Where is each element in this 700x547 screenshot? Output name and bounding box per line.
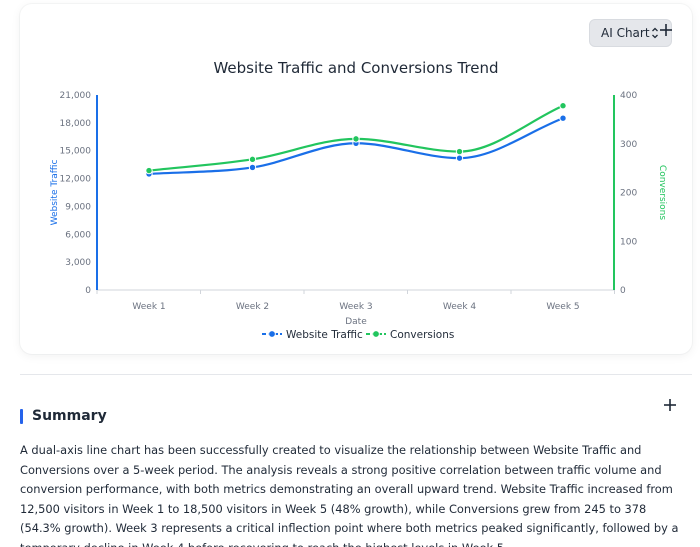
x-tick-label: Week 2	[236, 302, 269, 312]
y-left-tick-label: 6,000	[65, 230, 91, 240]
data-point	[248, 155, 257, 164]
chart-type-select[interactable]: AI Chart	[589, 19, 672, 47]
y-left-tick-label: 12,000	[60, 175, 92, 185]
y-left-tick-label: 0	[85, 286, 91, 296]
y-right-tick-label: 400	[620, 91, 637, 101]
y-left-tick-label: 15,000	[60, 147, 92, 157]
y-left-tick-label: 3,000	[65, 258, 91, 268]
y-right-tick-label: 0	[620, 286, 626, 296]
legend-label: Website Traffic	[286, 329, 363, 341]
chart-title: Website Traffic and Conversions Trend	[213, 59, 498, 77]
y-right-tick-label: 200	[620, 189, 637, 199]
add-chart-button[interactable]	[657, 21, 675, 39]
summary-text: A dual-axis line chart has been successf…	[20, 443, 679, 547]
data-point	[248, 163, 257, 172]
y-left-tick-label: 21,000	[60, 91, 92, 101]
x-axis-title: Date	[345, 317, 367, 327]
y-left-tick-label: 18,000	[60, 119, 92, 129]
plus-icon	[659, 23, 673, 37]
summary-accent-bar	[20, 409, 23, 424]
plus-icon	[663, 398, 677, 412]
x-tick-label: Week 3	[339, 302, 372, 312]
y-right-axis-title: Conversions	[657, 165, 667, 220]
y-left-axis-title: Website Traffic	[50, 160, 60, 226]
y-left-tick-label: 9,000	[65, 202, 91, 212]
legend-swatch-marker	[268, 330, 276, 338]
chevron-updown-icon	[651, 26, 659, 40]
section-divider	[20, 374, 692, 375]
data-point	[559, 102, 567, 110]
chart-type-label: AI Chart	[601, 26, 650, 40]
chart-card: Website Traffic and Conversions Trend Wee…	[20, 4, 692, 354]
data-point	[559, 114, 567, 122]
data-point	[145, 166, 153, 175]
summary-title: Summary	[32, 408, 107, 424]
data-point	[352, 135, 360, 143]
x-tick-label: Week 1	[132, 302, 165, 312]
dual-axis-line-chart: Website Traffic and Conversions Trend Wee…	[50, 59, 667, 341]
y-right-tick-label: 100	[620, 237, 637, 247]
y-right-tick-label: 300	[620, 140, 637, 150]
data-point	[455, 147, 464, 156]
data-point	[455, 154, 464, 162]
x-tick-label: Week 5	[546, 302, 579, 312]
add-summary-button[interactable]	[661, 396, 679, 414]
x-tick-label: Week 4	[443, 302, 477, 312]
legend-label: Conversions	[390, 329, 454, 341]
legend-swatch-marker	[372, 330, 380, 338]
